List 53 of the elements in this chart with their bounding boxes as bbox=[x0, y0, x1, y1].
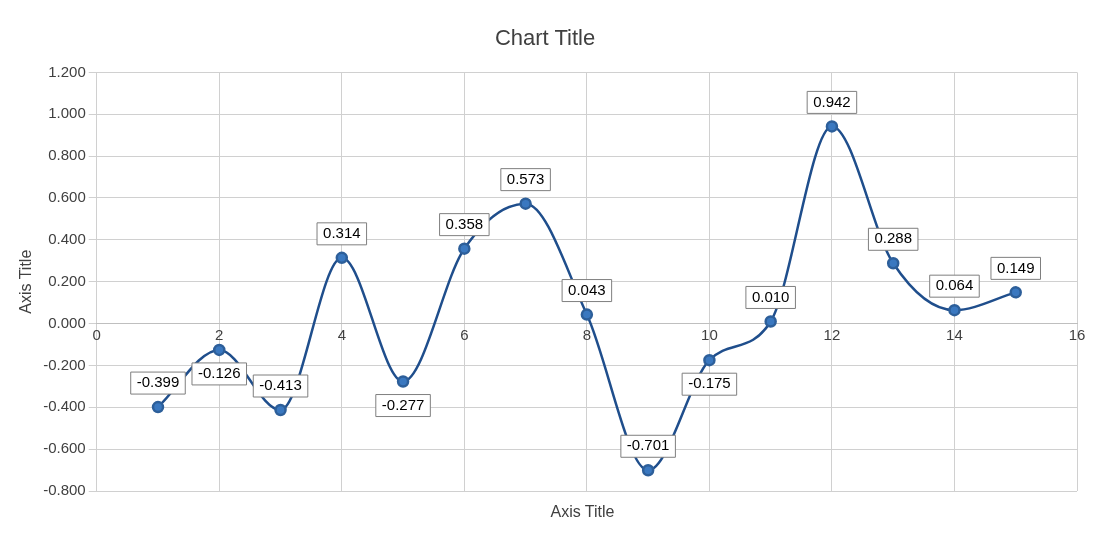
data-label: -0.413 bbox=[259, 376, 302, 394]
y-tick-label: 0.000 bbox=[48, 313, 86, 331]
data-label: -0.126 bbox=[197, 364, 241, 382]
y-axis-title: Axis Title bbox=[17, 249, 35, 314]
data-label: 0.043 bbox=[568, 280, 606, 298]
x-tick-label: 14 bbox=[946, 325, 963, 343]
y-tick-label: -0.600 bbox=[43, 439, 86, 457]
point bbox=[151, 400, 165, 414]
point bbox=[641, 464, 655, 477]
data-label: -0.701 bbox=[626, 436, 670, 454]
x-tick-label: 16 bbox=[1068, 325, 1086, 343]
point bbox=[274, 403, 287, 417]
x-tick-label: 8 bbox=[582, 325, 592, 343]
x-tick-label: 6 bbox=[460, 325, 469, 343]
point bbox=[948, 303, 961, 317]
data-label: 0.010 bbox=[751, 287, 790, 305]
x-tick-label: 4 bbox=[337, 325, 346, 343]
y-tick-label: 1.000 bbox=[48, 104, 86, 122]
point bbox=[396, 375, 410, 388]
data-label: -0.175 bbox=[688, 374, 731, 392]
y-tick-label: 0.800 bbox=[48, 146, 86, 164]
point bbox=[703, 353, 716, 367]
y-tick-label: 0.600 bbox=[48, 188, 86, 206]
x-axis-title: Axis Title bbox=[550, 503, 615, 520]
y-tick-label: -0.800 bbox=[43, 481, 86, 499]
point bbox=[519, 197, 532, 210]
data-label: 0.573 bbox=[506, 169, 545, 187]
y-tick-label: 0.200 bbox=[48, 271, 86, 289]
point bbox=[764, 315, 777, 328]
y-tick-label: 0.400 bbox=[48, 229, 86, 247]
point bbox=[580, 308, 594, 321]
data-label: 0.149 bbox=[996, 258, 1035, 276]
x-tick-label: 0 bbox=[92, 325, 101, 343]
point bbox=[1009, 286, 1022, 299]
point bbox=[458, 242, 471, 255]
x-tick-label: 10 bbox=[701, 325, 718, 343]
y-tick-label: 1.200 bbox=[48, 62, 86, 80]
data-label: 0.942 bbox=[813, 92, 851, 110]
point bbox=[886, 257, 900, 270]
y-tick-label: -0.400 bbox=[43, 397, 86, 415]
data-label: -0.277 bbox=[381, 395, 425, 413]
chart-title: Chart Title bbox=[494, 25, 596, 51]
y-tick-label: -0.200 bbox=[43, 355, 86, 373]
data-label: -0.399 bbox=[136, 373, 180, 391]
data-label: 0.358 bbox=[445, 214, 484, 232]
data-label: 0.288 bbox=[874, 229, 912, 247]
x-tick-label: 2 bbox=[215, 325, 224, 343]
point bbox=[825, 120, 839, 133]
data-label: 0.064 bbox=[935, 276, 974, 294]
point bbox=[335, 251, 349, 265]
x-tick-label: 12 bbox=[823, 325, 841, 343]
data-label: 0.314 bbox=[323, 223, 361, 241]
point bbox=[213, 343, 226, 357]
